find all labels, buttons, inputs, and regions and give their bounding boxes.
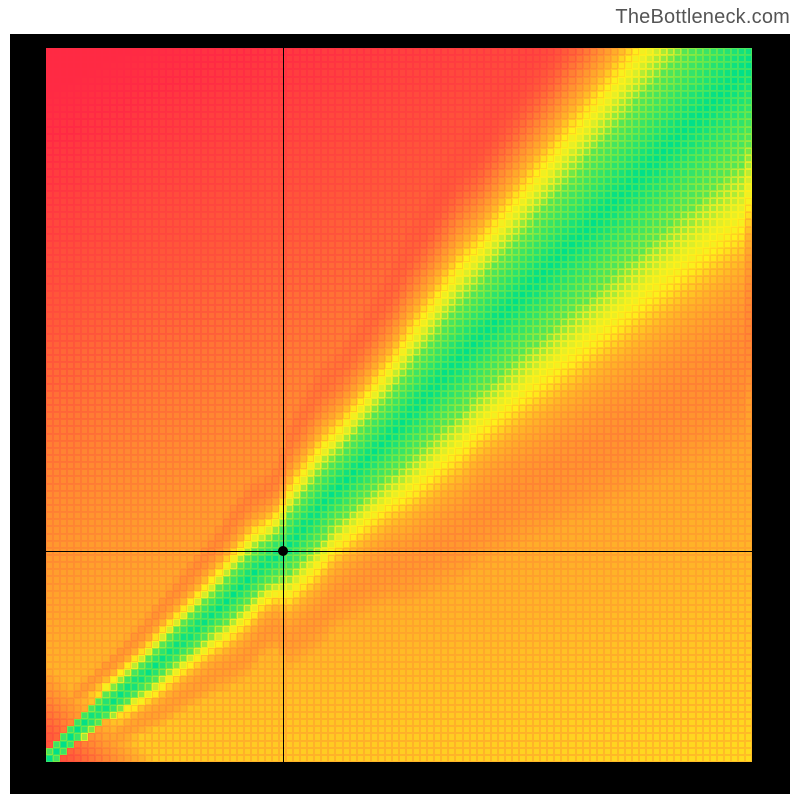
- plot-area: [46, 48, 752, 762]
- heatmap-canvas: [46, 48, 752, 762]
- plot-frame: [10, 34, 790, 794]
- crosshair-vertical: [283, 48, 284, 762]
- watermark-text: TheBottleneck.com: [615, 6, 790, 29]
- crosshair-horizontal: [46, 551, 752, 552]
